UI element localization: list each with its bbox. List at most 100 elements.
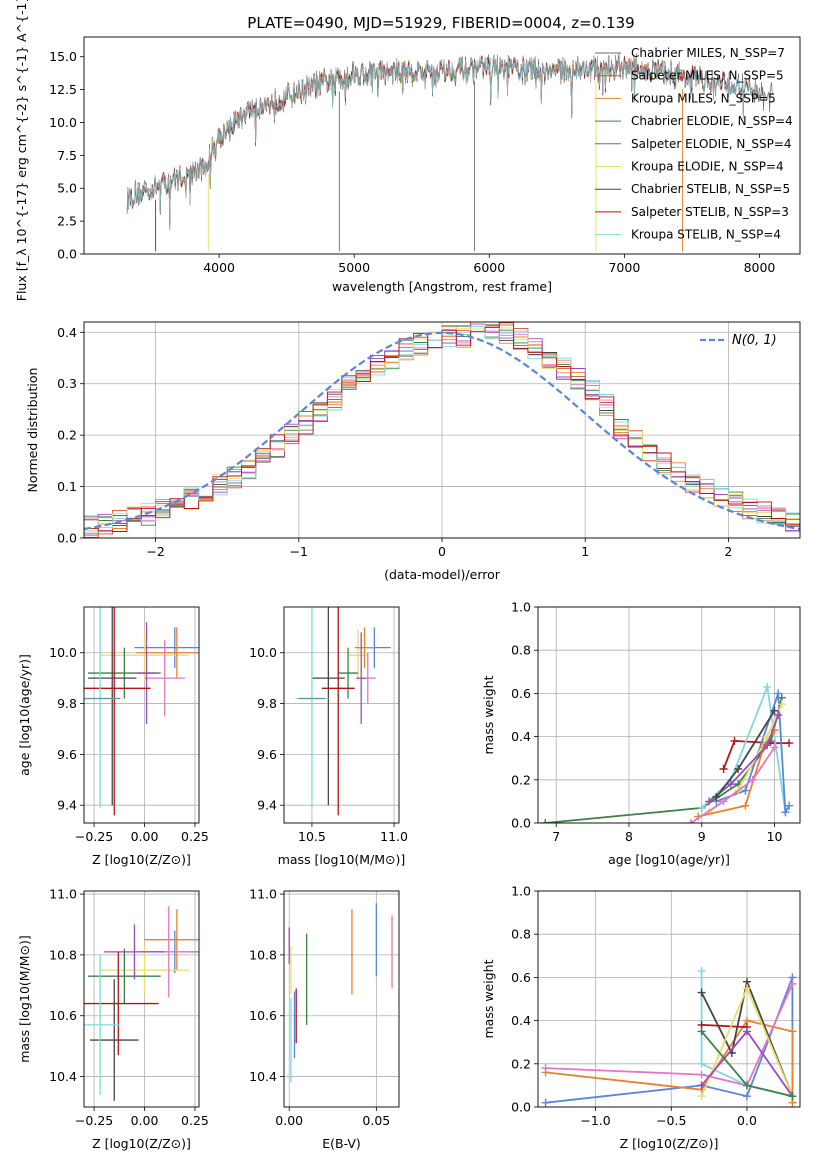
y-tick-label: 9.6 <box>257 747 277 762</box>
y-tick-label: 0.0 <box>57 531 77 546</box>
weight-marker <box>788 1092 797 1101</box>
y-tick-label: 0.0 <box>511 1100 531 1115</box>
weight-line <box>545 977 794 1104</box>
y-tick-label: 10.4 <box>249 1069 277 1084</box>
y-tick-label: 10.8 <box>249 947 277 962</box>
x-tick-label: 11.0 <box>380 829 408 844</box>
weight-marker <box>541 1064 550 1073</box>
weight-marker <box>748 775 757 784</box>
legend-label: Kroupa MILES, N_SSP=5 <box>631 91 776 105</box>
weight-marker <box>697 1081 706 1090</box>
y-tick-label: 0.2 <box>57 428 77 443</box>
y-tick-label: 0.4 <box>57 325 77 340</box>
y-tick-label: 15.0 <box>49 49 77 64</box>
y-tick-label: 0.6 <box>511 686 531 701</box>
weight-marker <box>774 711 783 719</box>
y-tick-label: 0.4 <box>511 1013 531 1028</box>
weight-marker <box>697 1070 706 1079</box>
x-axis-label: (data-model)/error <box>384 567 501 582</box>
weight-marker <box>726 780 735 789</box>
x-tick-label: 0.0 <box>737 1113 757 1128</box>
errorbar-group <box>84 607 199 816</box>
y-tick-label: 9.4 <box>257 798 277 813</box>
y-tick-label: 0.3 <box>57 376 77 391</box>
mass-vs-metallicity-panel: −0.25 0.00 0.25 10.4 10.6 10.8 11.0 Z [log10(Z/… <box>17 887 209 1151</box>
x-tick-label: 0 <box>438 544 446 559</box>
spectrum-series-line <box>126 56 686 226</box>
y-tick-label: 10.4 <box>49 1069 77 1084</box>
spectrum-series-line <box>126 55 625 226</box>
legend-label: Salpeter STELIB, N_SSP=3 <box>631 205 789 219</box>
y-tick-label: 7.5 <box>57 148 77 163</box>
weight-line <box>701 1024 748 1028</box>
weight-line <box>545 1019 794 1103</box>
x-tick-label: 0.25 <box>181 829 209 844</box>
age-vs-mass-panel: 10.5 11.0 9.4 9.6 9.8 10.0 mass [log10(M/M⊙)] <box>249 606 408 867</box>
x-axis-label: wavelength [Angstrom, rest frame] <box>332 279 552 294</box>
weight-marker <box>770 706 779 715</box>
spectrum-series-line <box>126 55 760 224</box>
y-tick-label: 5.0 <box>57 181 77 196</box>
x-axis-label: mass [log10(M/M⊙)] <box>278 852 406 867</box>
gaussian-reference-curve <box>84 331 800 531</box>
mass-weight-vs-metallicity-panel: −1.0 −0.5 0.0 0.0 0.2 0.4 0.6 0.8 1.0 Z [log10(Z/… <box>481 884 801 1151</box>
axes-frame <box>537 890 801 1108</box>
x-tick-label: 7000 <box>608 260 640 275</box>
weight-marker <box>541 1098 550 1107</box>
y-axis-label: Normed distribution <box>25 368 40 493</box>
x-tick-label: 5000 <box>338 260 370 275</box>
y-tick-label: 10.8 <box>49 947 77 962</box>
legend-label: Chabrier STELIB, N_SSP=5 <box>631 182 790 196</box>
y-tick-label: 9.4 <box>57 798 77 813</box>
y-axis-label: mass [log10(M/M⊙)] <box>17 935 32 1063</box>
x-tick-label: 2 <box>724 544 732 559</box>
x-tick-label: 0.00 <box>275 1113 303 1128</box>
weight-marker <box>742 984 751 993</box>
figure-title: PLATE=0490, MJD=51929, FIBERID=0004, z=0… <box>247 14 634 32</box>
spectrum-lines <box>126 53 774 252</box>
legend-label: Chabrier ELODIE, N_SSP=4 <box>631 114 793 128</box>
age-vs-metallicity-panel: −0.25 0.00 0.25 9.4 9.6 9.8 10.0 Z [log10(Z/Z⊙)… <box>17 606 209 867</box>
x-tick-label: 10 <box>767 829 783 844</box>
y-tick-label: 0.1 <box>57 479 77 494</box>
weight-line <box>700 978 794 1097</box>
weight-marker <box>777 700 786 709</box>
x-tick-label: 7 <box>552 829 560 844</box>
y-tick-label: 10.0 <box>49 115 77 130</box>
x-tick-label: 9 <box>698 829 706 844</box>
weight-marker <box>785 739 794 748</box>
legend-label: Salpeter MILES, N_SSP=5 <box>631 69 784 83</box>
y-tick-label: 12.5 <box>49 82 77 97</box>
weight-marker <box>788 1027 797 1036</box>
weight-lines-group <box>541 682 794 823</box>
spectrum-series-line <box>126 56 625 222</box>
y-tick-label: 0.4 <box>511 729 531 744</box>
errorbar-group <box>288 903 393 1083</box>
x-axis-label: age [log10(age/yr)] <box>608 852 730 867</box>
axes-frame <box>537 606 801 824</box>
weight-marker <box>763 741 772 750</box>
x-tick-label: −1.0 <box>580 1113 610 1128</box>
histogram-step-line <box>84 322 800 538</box>
weight-marker <box>697 1059 706 1068</box>
axes-frame <box>83 321 801 539</box>
x-tick-label: 0.00 <box>131 829 159 844</box>
y-tick-label: 0.0 <box>57 247 77 262</box>
axes-frame <box>283 890 400 1108</box>
y-tick-label: 10.0 <box>49 645 77 660</box>
axes-frame <box>83 606 200 824</box>
x-tick-label: 0.05 <box>362 1113 390 1128</box>
x-axis-label: Z [log10(Z/Z⊙)] <box>92 852 191 867</box>
legend-label: Chabrier MILES, N_SSP=7 <box>631 46 785 60</box>
weight-marker <box>741 801 750 810</box>
weight-marker <box>697 1027 706 1036</box>
axes-frame <box>283 606 400 824</box>
weight-marker <box>742 1092 751 1101</box>
y-tick-label: 11.0 <box>249 887 277 902</box>
y-tick-label: 2.5 <box>57 214 77 229</box>
y-tick-label: 0.6 <box>511 970 531 985</box>
x-tick-label: 8 <box>625 829 633 844</box>
x-axis-label: E(B-V) <box>322 1136 361 1151</box>
weight-marker <box>697 966 706 975</box>
